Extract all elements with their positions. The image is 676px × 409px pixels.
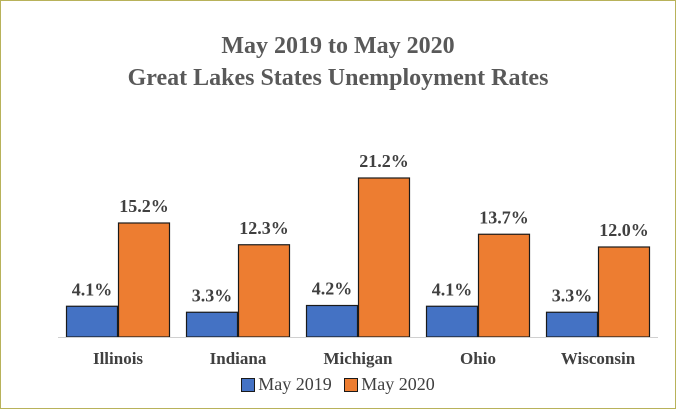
legend-label-may-2019: May 2019 (258, 374, 332, 394)
bar-wisconsin-may-2020 (597, 246, 651, 338)
bar-illinois-may-2020 (117, 222, 171, 338)
x-tick-label-indiana: Indiana (210, 349, 267, 368)
data-label-ohio-may-2020: 13.7% (479, 207, 529, 227)
legend-item-may-2020: May 2020 (344, 374, 435, 395)
x-tick-label-michigan: Michigan (324, 349, 393, 368)
legend-swatch-may-2019 (241, 377, 256, 392)
legend-label-may-2020: May 2020 (361, 374, 435, 394)
data-label-wisconsin-may-2020: 12.0% (599, 220, 649, 240)
data-label-illinois-may-2020: 15.2% (119, 196, 169, 216)
x-tick-label-illinois: Illinois (93, 349, 143, 368)
chart-title-line2: Great Lakes States Unemployment Rates (127, 65, 549, 91)
data-label-ohio-may-2019: 4.1% (432, 279, 473, 299)
chart-title: May 2019 to May 2020 Great Lakes States … (0, 30, 676, 94)
bar-michigan-may-2019 (305, 304, 359, 338)
data-label-illinois-may-2019: 4.1% (72, 279, 113, 299)
bar-illinois-may-2019 (65, 305, 119, 338)
data-label-michigan-may-2019: 4.2% (312, 279, 353, 299)
bar-michigan-may-2020 (357, 177, 411, 338)
chart-title-line1: May 2019 to May 2020 (221, 33, 455, 59)
bar-wisconsin-may-2019 (545, 311, 599, 338)
data-label-michigan-may-2020: 21.2% (359, 151, 409, 171)
x-tick-label-ohio: Ohio (460, 349, 496, 368)
legend: May 2019 May 2020 (0, 374, 676, 397)
bar-ohio-may-2019 (425, 305, 479, 338)
legend-item-may-2019: May 2019 (241, 374, 332, 395)
data-label-indiana-may-2020: 12.3% (239, 218, 289, 238)
data-label-wisconsin-may-2019: 3.3% (552, 285, 593, 305)
x-tick-label-wisconsin: Wisconsin (561, 349, 636, 368)
bar-indiana-may-2019 (185, 311, 239, 338)
bar-ohio-may-2020 (477, 233, 531, 338)
legend-swatch-may-2020 (344, 377, 359, 392)
bar-indiana-may-2020 (237, 244, 291, 338)
data-label-indiana-may-2019: 3.3% (192, 285, 233, 305)
